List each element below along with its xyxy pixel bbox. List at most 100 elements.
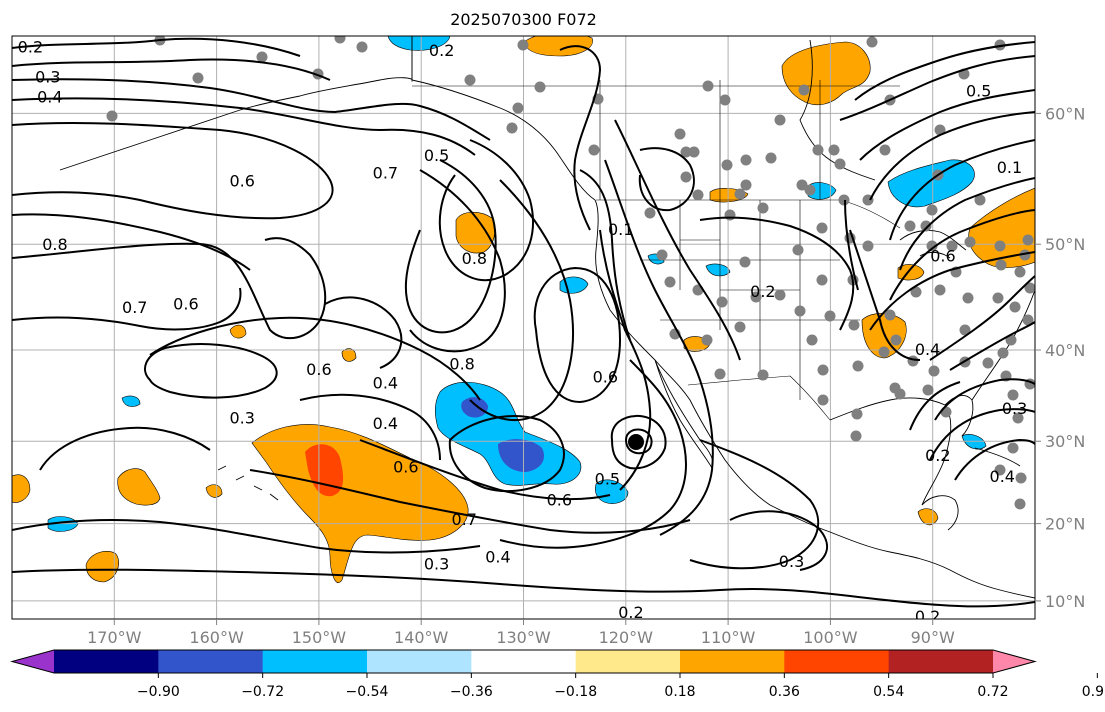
colorbar-segment	[54, 650, 159, 673]
orange-shade	[917, 508, 939, 526]
station-marker	[512, 102, 524, 114]
contour-line	[469, 179, 574, 422]
station-marker	[1024, 282, 1035, 294]
station-marker	[692, 189, 704, 201]
colorbar: −0.90 −0.72 −0.54 −0.36 −0.18 0.18 0.36 0.54 0.7…	[10, 649, 1105, 700]
station-marker	[928, 365, 940, 377]
station-marker	[794, 305, 806, 317]
blue-shade	[887, 159, 975, 208]
contour-label: 0.7	[373, 163, 398, 182]
contour-label: 0.6	[393, 458, 418, 477]
station-marker	[356, 41, 368, 53]
contour-label: 0.4	[37, 88, 62, 107]
contour-line	[869, 111, 1035, 201]
contour-line	[12, 568, 1035, 608]
gridlines	[12, 36, 1035, 619]
contour-label: 0.6	[593, 368, 618, 387]
station-marker	[750, 291, 762, 303]
aleutian-islands	[59, 95, 301, 171]
station-marker	[904, 220, 916, 232]
contour-label: 0.5	[966, 82, 991, 101]
contour-line	[499, 359, 687, 549]
province-borders	[412, 80, 900, 200]
orange-shade	[205, 484, 223, 498]
station-marker	[934, 284, 946, 296]
station-marker	[995, 259, 1007, 271]
aleutian-coast	[299, 77, 413, 97]
station-marker	[765, 152, 777, 164]
contour-line	[934, 378, 1035, 421]
station-marker	[688, 146, 700, 158]
colorbar-tick-label: 0.90	[1082, 684, 1105, 700]
station-marker	[680, 171, 692, 183]
station-marker	[796, 179, 808, 191]
station-marker	[1022, 234, 1034, 246]
great-lakes-shore	[899, 229, 967, 259]
colorbar-segment	[888, 650, 994, 673]
station-marker	[850, 430, 862, 442]
station-marker	[816, 222, 828, 234]
coastlines	[59, 36, 1035, 599]
contour-line	[12, 37, 301, 57]
station-marker	[734, 321, 746, 333]
lon-tick-label: 120°W	[599, 628, 654, 647]
station-marker	[982, 357, 994, 369]
lat-tick-label: 40°N	[1045, 341, 1085, 360]
station-marker	[997, 347, 1009, 359]
contour-label: 0.2	[915, 607, 940, 626]
station-marker	[757, 369, 769, 381]
contour-label: 0.2	[618, 603, 643, 622]
colorbar-min-arrow	[12, 650, 54, 673]
station-marker	[922, 384, 934, 396]
contour-line	[889, 139, 1035, 241]
colorbar-segment	[680, 650, 785, 673]
station-marker	[992, 292, 1004, 304]
station-marker	[926, 240, 938, 252]
station-marker	[701, 334, 713, 346]
contour-line	[699, 216, 855, 331]
map-title: 2025070300 F072	[450, 10, 597, 29]
lat-tick-label: 20°N	[1045, 515, 1085, 534]
station-marker	[334, 36, 346, 44]
station-marker	[994, 39, 1006, 51]
station-marker	[798, 84, 810, 96]
station-marker	[739, 256, 751, 268]
contour-line	[949, 321, 1035, 371]
contour-line	[12, 78, 491, 141]
low-center-marker	[628, 434, 644, 450]
dark-blue-shade	[461, 397, 488, 418]
us-mexico-border	[687, 375, 831, 421]
contour-line	[12, 287, 242, 331]
station-marker	[1012, 412, 1024, 424]
contour-label: 0.6	[930, 247, 955, 266]
station-marker	[1014, 266, 1026, 278]
station-marker	[774, 289, 786, 301]
contour-line	[12, 121, 334, 220]
station-marker	[644, 207, 656, 219]
station-marker	[1014, 498, 1026, 510]
blue-shade	[594, 479, 629, 504]
contour-label: 0.4	[990, 467, 1015, 486]
colorbar-segment	[784, 650, 890, 673]
hudson-bay-coast	[799, 39, 876, 181]
blue-shade	[387, 36, 451, 51]
colorbar-tick-label: 0.18	[664, 684, 695, 700]
station-marker	[804, 184, 816, 196]
contour-line	[144, 343, 278, 399]
contour-label: 0.4	[485, 548, 510, 567]
station-marker	[940, 406, 952, 418]
contour-line	[844, 199, 859, 291]
longitude-axis: 170°W 160°W 150°W 140°W 130°W 120°W 110°W 100°W…	[87, 619, 955, 647]
orange-shade	[341, 348, 357, 362]
colorbar-segment	[262, 650, 368, 673]
colorbar-tick-label: −0.36	[450, 684, 493, 700]
canada-coast	[594, 199, 611, 311]
contour-line	[614, 119, 741, 361]
contour-label: 0.3	[1002, 399, 1027, 418]
station-marker	[517, 39, 529, 51]
station-marker	[994, 240, 1006, 252]
colorbar-segment	[471, 650, 577, 673]
contour-label: 0.8	[449, 354, 474, 373]
station-marker	[702, 80, 714, 92]
